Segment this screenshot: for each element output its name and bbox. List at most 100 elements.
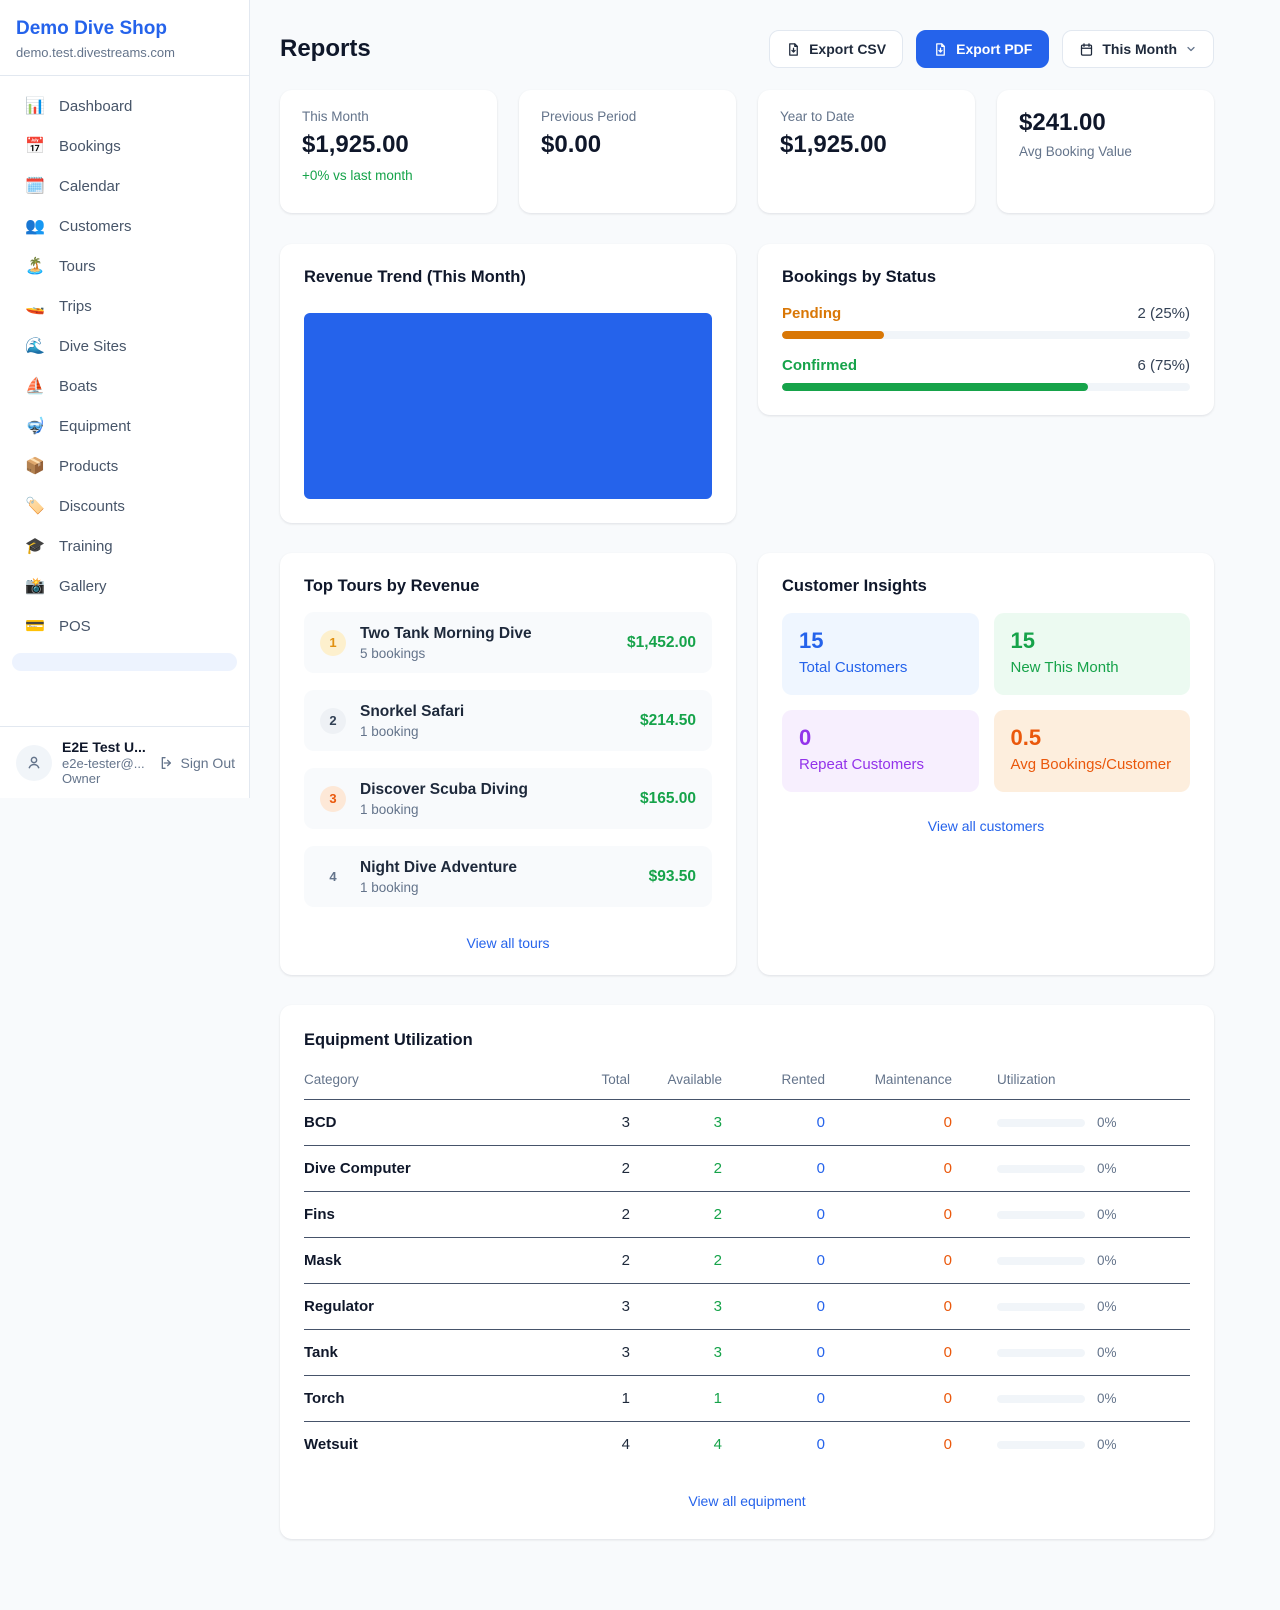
period-dropdown[interactable]: This Month — [1062, 30, 1214, 68]
rank-badge: 3 — [320, 785, 346, 812]
table-row: Regulator 3 3 0 0 0% — [304, 1284, 1190, 1330]
bookings-status-list: Pending 2 (25%) Confirmed 6 (75%) — [782, 305, 1190, 391]
equipment-category: Tank — [304, 1344, 338, 1361]
sidebar-item[interactable]: 🚤 Trips — [12, 286, 237, 326]
equipment-total: 2 — [621, 1206, 630, 1223]
status-bar-track — [782, 383, 1190, 391]
user-name: E2E Test U... — [62, 739, 146, 755]
revenue-trend-card: Revenue Trend (This Month) — [280, 244, 736, 523]
insight-tile: 15 New This Month — [993, 613, 1190, 695]
nav-item-icon: 🌊 — [25, 338, 45, 355]
utilization-percent: 0% — [1097, 1437, 1117, 1452]
utilization-bar-track — [997, 1440, 1085, 1449]
sidebar-item[interactable]: 🗓️ Calendar — [12, 166, 237, 206]
nav-item-label: Equipment — [59, 417, 131, 435]
insight-tile: 0.5 Avg Bookings/Customer — [993, 710, 1190, 792]
equipment-category: Dive Computer — [304, 1160, 411, 1177]
sidebar-item[interactable]: 📊 Dashboard — [12, 86, 237, 126]
utilization-percent: 0% — [1097, 1299, 1117, 1314]
rank-badge: 4 — [329, 869, 337, 884]
calendar-icon — [1081, 42, 1093, 56]
nav-item-label: Dive Sites — [59, 337, 127, 355]
tour-row: 3 Discover Scuba Diving 1 booking $165.0… — [304, 768, 712, 829]
sidebar-item[interactable]: 🎓 Training — [12, 526, 237, 566]
tour-name: Night Dive Adventure — [360, 858, 518, 876]
nav-item-label: Trips — [59, 297, 92, 315]
customer-insights-card: Customer Insights 15 Total Customers 15 … — [758, 553, 1214, 975]
view-all-tours-link[interactable]: View all tours — [466, 935, 550, 951]
status-value: 2 (25%) — [1137, 305, 1190, 322]
utilization-bar-track — [997, 1118, 1085, 1127]
insight-value: 0 — [799, 725, 812, 750]
customer-insights-title: Customer Insights — [782, 577, 927, 595]
stat-card-previous-period: Previous Period $0.00 — [519, 90, 736, 213]
utilization-percent: 0% — [1097, 1207, 1117, 1222]
table-row: Tank 3 3 0 0 0% — [304, 1330, 1190, 1376]
sidebar-nav: 📊 Dashboard 📅 Bookings 🗓️ Calendar 👥 Cus… — [0, 76, 249, 646]
sidebar-item[interactable]: 🏝️ Tours — [12, 246, 237, 286]
sidebar-item[interactable]: ⛵ Boats — [12, 366, 237, 406]
shop-name: Demo Dive Shop — [16, 18, 167, 39]
insight-label: Total Customers — [799, 659, 908, 676]
view-all-equipment-link[interactable]: View all equipment — [688, 1493, 806, 1509]
nav-item-label: Bookings — [59, 137, 121, 155]
sidebar-item[interactable]: 📅 Bookings — [12, 126, 237, 166]
equipment-available: 2 — [713, 1252, 722, 1269]
insight-value: 15 — [1010, 628, 1035, 653]
nav-item-icon: 📊 — [25, 98, 45, 115]
equipment-rented: 0 — [816, 1252, 825, 1269]
status-row: Pending 2 (25%) — [782, 305, 1190, 339]
view-all-customers-link[interactable]: View all customers — [927, 818, 1045, 834]
bookings-status-title: Bookings by Status — [782, 268, 937, 286]
shop-domain: demo.test.divestreams.com — [16, 45, 175, 60]
nav-item-icon: 👥 — [25, 218, 45, 235]
user-email: e2e-tester@... — [62, 755, 145, 771]
nav-item-icon: 📦 — [25, 458, 45, 475]
equipment-total: 3 — [621, 1344, 630, 1361]
insight-tile: 15 Total Customers — [782, 613, 979, 695]
sidebar-item[interactable]: 📸 Gallery — [12, 566, 237, 606]
equipment-maintenance: 0 — [943, 1298, 952, 1315]
sign-out-button[interactable]: Sign Out — [159, 755, 235, 771]
sidebar-item[interactable]: 👥 Customers — [12, 206, 237, 246]
charts-row: Revenue Trend (This Month) Bookings by S… — [280, 244, 1214, 523]
stat-card-year-to-date: Year to Date $1,925.00 — [758, 90, 975, 213]
page-header: Reports Export CSV Export PDF — [280, 30, 1214, 68]
nav-item-label: Products — [59, 457, 119, 475]
sidebar-item[interactable]: 🤿 Equipment — [12, 406, 237, 446]
equipment-rented: 0 — [816, 1298, 825, 1315]
equipment-maintenance: 0 — [943, 1436, 952, 1453]
nav-item-label: Gallery — [59, 577, 107, 595]
insight-label: Avg Bookings/Customer — [1010, 756, 1172, 773]
equipment-available: 3 — [713, 1298, 722, 1315]
equipment-total: 1 — [621, 1390, 630, 1407]
tour-bookings: 1 booking — [360, 879, 419, 895]
sidebar-item-reports-active-partial[interactable] — [12, 653, 237, 671]
equipment-maintenance: 0 — [943, 1114, 952, 1131]
status-label: Pending — [782, 305, 842, 322]
equipment-available: 4 — [713, 1436, 722, 1453]
revenue-trend-title: Revenue Trend (This Month) — [304, 268, 526, 286]
nav-item-icon: 🚤 — [25, 298, 45, 315]
equipment-available: 2 — [713, 1206, 722, 1223]
utilization-bar-track — [997, 1164, 1085, 1173]
header-actions: Export CSV Export PDF This Month — [769, 30, 1214, 68]
equipment-total: 4 — [621, 1436, 630, 1453]
rank-badge: 1 — [320, 629, 346, 656]
export-pdf-button[interactable]: Export PDF — [916, 30, 1050, 68]
sidebar-item[interactable]: 🏷️ Discounts — [12, 486, 237, 526]
utilization-bar-track — [997, 1302, 1085, 1311]
sidebar-item[interactable]: 🌊 Dive Sites — [12, 326, 237, 366]
user-role: Owner — [62, 771, 101, 786]
main-content: Reports Export CSV Export PDF — [250, 0, 1280, 1599]
sidebar-item[interactable]: 📦 Products — [12, 446, 237, 486]
status-value: 6 (75%) — [1137, 357, 1190, 374]
export-csv-button[interactable]: Export CSV — [769, 30, 904, 68]
stat-card-this-month: This Month $1,925.00 +0% vs last month — [280, 90, 497, 213]
insight-value: 0.5 — [1010, 725, 1042, 750]
equipment-maintenance: 0 — [943, 1160, 952, 1177]
lists-row: Top Tours by Revenue 1 Two Tank Morning … — [280, 553, 1214, 975]
nav-item-icon: 💳 — [25, 618, 45, 635]
equipment-category: Torch — [304, 1390, 345, 1407]
sidebar-item[interactable]: 💳 POS — [12, 606, 237, 646]
